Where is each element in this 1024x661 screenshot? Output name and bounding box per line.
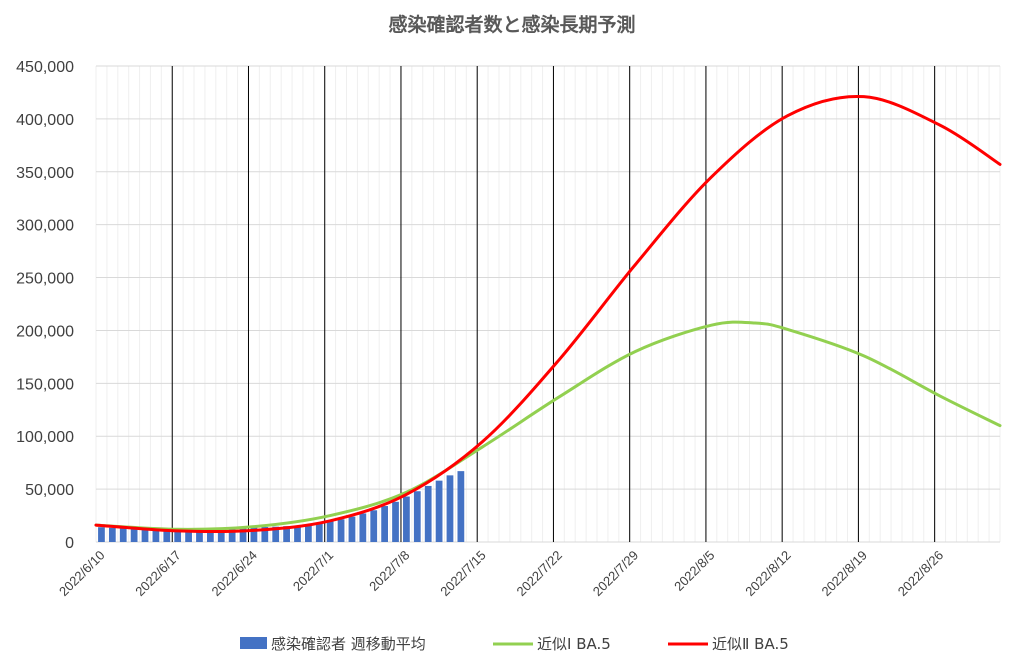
bar <box>403 496 410 542</box>
bar <box>261 526 269 542</box>
x-tick-label: 2022/8/26 <box>895 548 947 600</box>
y-tick-label: 150,000 <box>16 376 74 393</box>
bar <box>217 527 225 542</box>
series-line-1 <box>94 320 1002 531</box>
legend: 感染確認者 週移動平均 近似Ⅰ BA.5 近似Ⅱ BA.5 <box>240 635 789 653</box>
bar <box>130 528 138 542</box>
bar <box>413 491 421 542</box>
bar <box>326 521 334 542</box>
bar <box>108 527 116 542</box>
x-tick-label: 2022/8/5 <box>671 548 717 594</box>
y-tick-label: 450,000 <box>16 59 74 76</box>
grid <box>95 65 1001 543</box>
bar <box>424 485 432 542</box>
bar <box>272 526 280 542</box>
bar <box>98 527 105 542</box>
legend-swatch-bars <box>240 637 267 649</box>
bar <box>392 501 399 542</box>
y-tick-label: 0 <box>65 535 74 552</box>
x-tick-label: 2022/7/29 <box>590 548 642 600</box>
bar <box>228 527 236 542</box>
bar <box>119 528 127 542</box>
x-tick-label: 2022/8/19 <box>818 548 870 600</box>
line-series <box>94 94 1002 534</box>
y-tick-label: 100,000 <box>16 429 74 446</box>
bar <box>305 524 312 542</box>
chart-title: 感染確認者数と感染長期予測 <box>388 13 635 36</box>
bar <box>152 528 160 542</box>
bar <box>381 506 389 542</box>
y-tick-label: 50,000 <box>25 482 74 499</box>
legend-label-series-1: 近似Ⅰ BA.5 <box>537 635 611 653</box>
x-tick-label: 2022/6/10 <box>56 548 108 600</box>
x-tick-label: 2022/6/24 <box>209 548 261 600</box>
y-tick-label: 400,000 <box>16 112 74 129</box>
bar <box>370 510 378 542</box>
bar <box>294 525 301 542</box>
bar <box>348 516 356 542</box>
y-tick-label: 250,000 <box>16 271 74 288</box>
bar <box>337 519 345 542</box>
bar <box>446 475 454 542</box>
x-axis-ticks: 2022/6/10 2022/6/17 2022/6/24 2022/7/1 2022/… <box>56 548 946 600</box>
x-tick-label: 2022/8/12 <box>742 548 794 600</box>
series-line-2 <box>94 94 1002 534</box>
bar <box>185 528 192 542</box>
bar <box>163 528 171 542</box>
y-tick-label: 200,000 <box>16 323 74 340</box>
x-tick-label: 2022/7/8 <box>366 548 412 594</box>
bar <box>457 471 465 542</box>
bar <box>250 527 258 542</box>
y-tick-label: 300,000 <box>16 218 74 235</box>
x-tick-label: 2022/6/17 <box>132 548 184 600</box>
bar <box>206 528 214 542</box>
bar <box>239 527 247 542</box>
bar <box>435 480 443 542</box>
bar <box>283 526 290 542</box>
legend-label-series-2: 近似Ⅱ BA.5 <box>712 635 789 653</box>
bar <box>174 528 182 542</box>
bar <box>315 522 323 542</box>
y-tick-label: 350,000 <box>16 165 74 182</box>
bar <box>359 513 367 542</box>
y-axis-ticks: 0 50,000 100,000 150,000 200,000 250,000 300,0… <box>16 59 74 552</box>
legend-label-bars: 感染確認者 週移動平均 <box>271 635 426 653</box>
bar <box>196 528 203 542</box>
x-tick-label: 2022/7/22 <box>514 548 566 600</box>
bar-series <box>98 471 465 542</box>
x-tick-label: 2022/7/15 <box>437 548 489 600</box>
x-tick-label: 2022/7/1 <box>290 548 336 594</box>
bar <box>141 528 149 542</box>
